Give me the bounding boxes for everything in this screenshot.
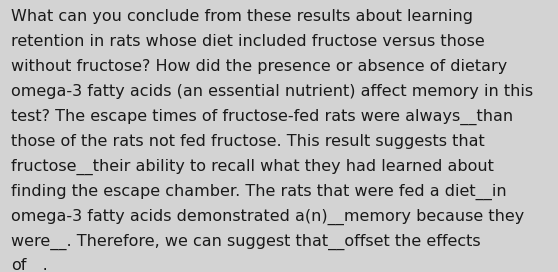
Text: fructose__their ability to recall what they had learned about: fructose__their ability to recall what t… xyxy=(11,159,494,175)
Text: those of the rats not fed fructose. This result suggests that: those of the rats not fed fructose. This… xyxy=(11,134,485,149)
Text: without fructose? How did the presence or absence of dietary: without fructose? How did the presence o… xyxy=(11,59,508,74)
Text: omega-3 fatty acids (an essential nutrient) affect memory in this: omega-3 fatty acids (an essential nutrie… xyxy=(11,84,533,99)
Text: test? The escape times of fructose-fed rats were always__than: test? The escape times of fructose-fed r… xyxy=(11,109,513,125)
Text: finding the escape chamber. The rats that were fed a diet__in: finding the escape chamber. The rats tha… xyxy=(11,184,507,200)
Text: omega-3 fatty acids demonstrated a(n)__memory because they: omega-3 fatty acids demonstrated a(n)__m… xyxy=(11,209,525,225)
Text: of__.: of__. xyxy=(11,258,48,272)
Text: retention in rats whose diet included fructose versus those: retention in rats whose diet included fr… xyxy=(11,34,485,49)
Text: What can you conclude from these results about learning: What can you conclude from these results… xyxy=(11,10,473,24)
Text: were__. Therefore, we can suggest that__offset the effects: were__. Therefore, we can suggest that__… xyxy=(11,233,481,250)
